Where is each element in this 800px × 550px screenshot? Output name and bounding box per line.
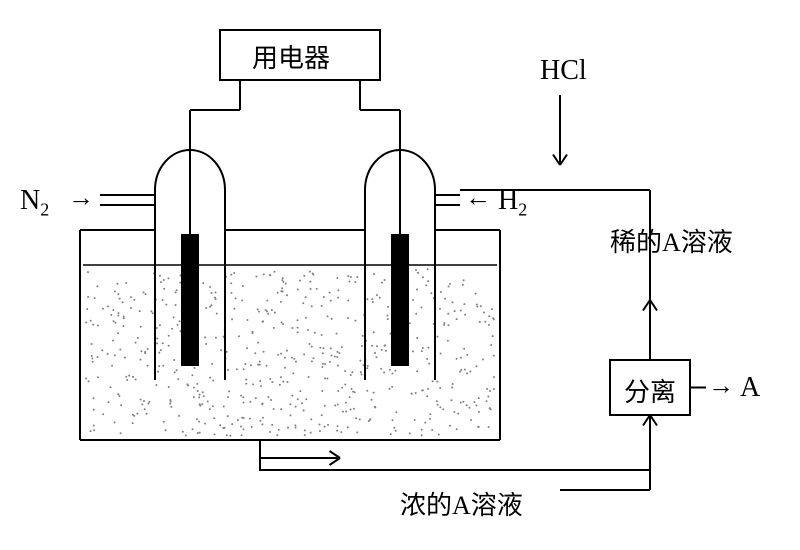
conc-a-label: 浓的A溶液 [400, 485, 523, 522]
dilute-a-label: 稀的A溶液 [610, 222, 733, 259]
appliance-label: 用电器 [252, 38, 330, 75]
n2-arrow-glyph: → [68, 183, 94, 213]
separate-label: 分离 [624, 372, 676, 409]
h2-label: H2 [498, 185, 527, 221]
diagram-canvas [0, 0, 800, 550]
a-arrow-glyph: → [708, 371, 734, 401]
product-a-label: A [740, 372, 760, 404]
n2-label: N2 [20, 185, 49, 221]
h2-arrow-glyph: ← [465, 183, 491, 213]
hcl-label: HCl [540, 55, 587, 87]
